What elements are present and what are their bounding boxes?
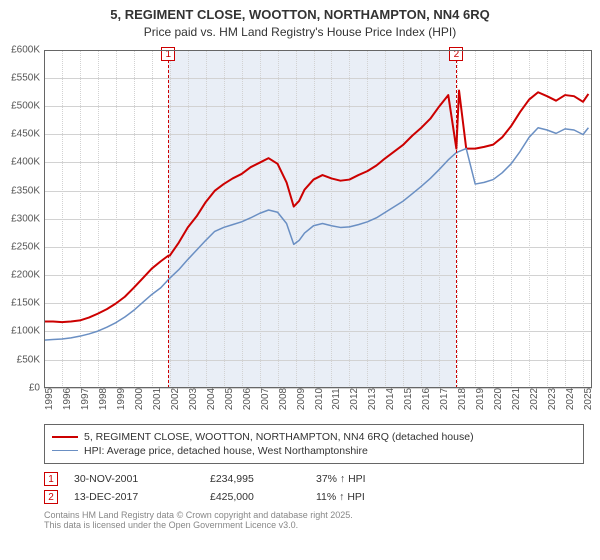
y-tick-label: £200K bbox=[0, 270, 40, 281]
x-tick-label: 1996 bbox=[62, 388, 73, 410]
x-tick-label: 2024 bbox=[565, 388, 576, 410]
x-tick-label: 2020 bbox=[493, 388, 504, 410]
event-row-badge: 1 bbox=[44, 472, 58, 486]
event-date: 13-DEC-2017 bbox=[74, 491, 194, 503]
y-tick-label: £550K bbox=[0, 72, 40, 83]
y-tick-label: £250K bbox=[0, 241, 40, 252]
y-tick-label: £600K bbox=[0, 44, 40, 55]
x-tick-label: 2009 bbox=[296, 388, 307, 410]
y-tick-label: £150K bbox=[0, 298, 40, 309]
x-tick-label: 2023 bbox=[547, 388, 558, 410]
x-tick-label: 1995 bbox=[44, 388, 55, 410]
event-vs-hpi: 37% ↑ HPI bbox=[316, 473, 406, 485]
chart-titles: 5, REGIMENT CLOSE, WOOTTON, NORTHAMPTON,… bbox=[0, 0, 600, 40]
y-tick-label: £0 bbox=[0, 382, 40, 393]
x-tick-label: 2014 bbox=[385, 388, 396, 410]
x-tick-label: 2008 bbox=[278, 388, 289, 410]
legend-swatch bbox=[52, 450, 78, 451]
x-tick-label: 2002 bbox=[170, 388, 181, 410]
attribution-line2: This data is licensed under the Open Gov… bbox=[44, 520, 584, 530]
event-price: £425,000 bbox=[210, 491, 300, 503]
x-tick-label: 2006 bbox=[242, 388, 253, 410]
legend-row-hpi: HPI: Average price, detached house, West… bbox=[52, 444, 576, 458]
legend-label: 5, REGIMENT CLOSE, WOOTTON, NORTHAMPTON,… bbox=[84, 431, 474, 443]
plot-region: 12 bbox=[44, 50, 592, 388]
plot-frame bbox=[44, 50, 592, 388]
x-tick-label: 1998 bbox=[98, 388, 109, 410]
event-row-badge: 2 bbox=[44, 490, 58, 504]
x-tick-label: 2025 bbox=[583, 388, 594, 410]
title-line1: 5, REGIMENT CLOSE, WOOTTON, NORTHAMPTON,… bbox=[0, 6, 600, 24]
event-vs-hpi: 11% ↑ HPI bbox=[316, 491, 406, 503]
event-date: 30-NOV-2001 bbox=[74, 473, 194, 485]
x-tick-label: 2010 bbox=[314, 388, 325, 410]
y-tick-label: £450K bbox=[0, 129, 40, 140]
legend-row-price_paid: 5, REGIMENT CLOSE, WOOTTON, NORTHAMPTON,… bbox=[52, 430, 576, 444]
legend: 5, REGIMENT CLOSE, WOOTTON, NORTHAMPTON,… bbox=[44, 424, 584, 464]
y-tick-label: £400K bbox=[0, 157, 40, 168]
chart-area: £0 £50K £100K £150K £200K £250K £300K £350K £400… bbox=[0, 40, 600, 418]
x-tick-label: 2018 bbox=[457, 388, 468, 410]
x-tick-label: 2013 bbox=[367, 388, 378, 410]
x-tick-label: 2012 bbox=[349, 388, 360, 410]
legend-label: HPI: Average price, detached house, West… bbox=[84, 445, 368, 457]
x-tick-label: 2021 bbox=[511, 388, 522, 410]
title-line2: Price paid vs. HM Land Registry's House … bbox=[0, 24, 600, 40]
y-tick-label: £50K bbox=[0, 354, 40, 365]
y-tick-label: £350K bbox=[0, 185, 40, 196]
x-tick-label: 2017 bbox=[439, 388, 450, 410]
y-tick-label: £300K bbox=[0, 213, 40, 224]
x-tick-label: 2001 bbox=[152, 388, 163, 410]
event-row-1: 1 30-NOV-2001 £234,995 37% ↑ HPI bbox=[44, 470, 584, 488]
y-tick-label: £500K bbox=[0, 101, 40, 112]
x-tick-label: 1999 bbox=[116, 388, 127, 410]
event-row-2: 2 13-DEC-2017 £425,000 11% ↑ HPI bbox=[44, 488, 584, 506]
y-tick-label: £100K bbox=[0, 326, 40, 337]
x-tick-label: 2005 bbox=[224, 388, 235, 410]
events-table: 1 30-NOV-2001 £234,995 37% ↑ HPI 2 13-DEC-201… bbox=[44, 470, 584, 506]
legend-swatch bbox=[52, 436, 78, 438]
x-tick-label: 2000 bbox=[134, 388, 145, 410]
attribution-line1: Contains HM Land Registry data © Crown c… bbox=[44, 510, 584, 520]
x-tick-label: 2011 bbox=[331, 388, 342, 410]
x-tick-label: 2019 bbox=[475, 388, 486, 410]
event-price: £234,995 bbox=[210, 473, 300, 485]
x-tick-label: 2004 bbox=[206, 388, 217, 410]
x-tick-label: 2003 bbox=[188, 388, 199, 410]
attribution: Contains HM Land Registry data © Crown c… bbox=[44, 510, 584, 530]
x-tick-label: 1997 bbox=[80, 388, 91, 410]
x-tick-label: 2022 bbox=[529, 388, 540, 410]
x-tick-label: 2015 bbox=[403, 388, 414, 410]
x-tick-label: 2007 bbox=[260, 388, 271, 410]
x-tick-label: 2016 bbox=[421, 388, 432, 410]
